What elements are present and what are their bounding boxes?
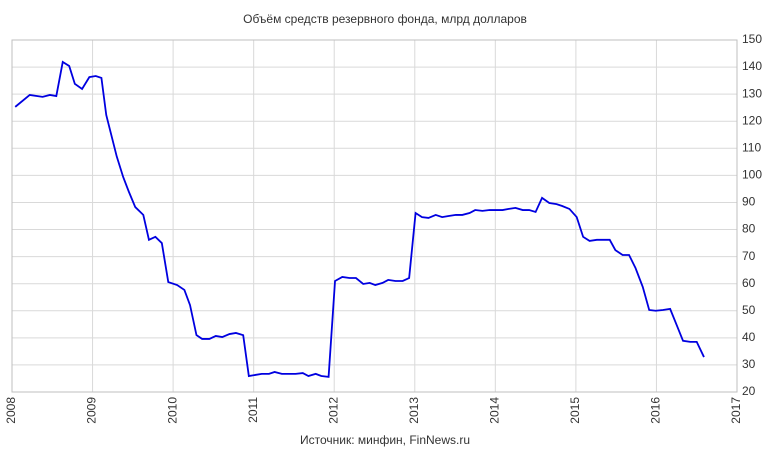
y-tick-label: 90: [742, 195, 756, 209]
y-tick-label: 150: [742, 32, 762, 46]
x-tick-label: 2016: [649, 397, 663, 424]
data-line: [14, 60, 705, 378]
y-tick-label: 100: [742, 168, 762, 182]
x-tick-label: 2009: [85, 397, 99, 424]
y-tick-label: 140: [742, 59, 762, 73]
y-tick-label: 60: [742, 276, 756, 290]
y-tick-label: 50: [742, 303, 756, 317]
y-tick-label: 30: [742, 357, 756, 371]
source-note: Источник: минфин, FinNews.ru: [300, 433, 470, 447]
chart-title: Объём средств резервного фонда, млрд дол…: [243, 12, 527, 26]
y-tick-label: 120: [742, 113, 762, 127]
y-tick-label: 40: [742, 330, 756, 344]
y-tick-label: 20: [742, 384, 756, 398]
x-tick-label: 2015: [568, 397, 582, 424]
x-tick-label: 2017: [729, 397, 743, 424]
y-tick-label: 70: [742, 249, 756, 263]
x-tick-label: 2011: [246, 397, 260, 423]
y-tick-label: 110: [742, 140, 761, 154]
y-tick-label: 130: [742, 86, 762, 100]
y-tick-label: 80: [742, 222, 756, 236]
x-tick-label: 2008: [4, 397, 18, 424]
x-tick-label: 2013: [407, 397, 421, 424]
x-tick-label: 2012: [326, 397, 340, 424]
x-tick-label: 2010: [165, 397, 179, 424]
plot-frame: [11, 39, 738, 393]
x-tick-label: 2014: [488, 397, 502, 424]
